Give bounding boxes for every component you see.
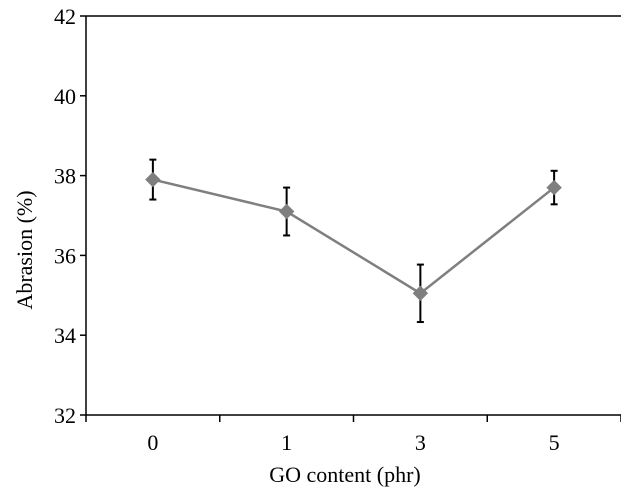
data-point xyxy=(145,171,161,188)
x-tick-label: 3 xyxy=(415,430,426,455)
x-tick-label: 1 xyxy=(281,430,292,455)
y-tick-label: 34 xyxy=(54,323,76,348)
x-axis-title: GO content (phr) xyxy=(269,462,421,487)
x-tick-label: 0 xyxy=(147,430,158,455)
x-ticks: 0 1 3 5 xyxy=(85,415,621,455)
y-tick-label: 38 xyxy=(54,164,76,189)
data-point xyxy=(412,285,429,302)
y-tick-label: 40 xyxy=(54,84,76,109)
y-tick-label: 32 xyxy=(54,403,76,428)
x-tick-label: 5 xyxy=(549,430,560,455)
y-tick-label: 42 xyxy=(54,4,76,29)
series xyxy=(145,158,562,324)
series-line xyxy=(152,178,555,295)
data-point xyxy=(546,179,562,196)
axes xyxy=(85,15,621,416)
y-axis-title: Abrasion (%) xyxy=(12,190,37,309)
y-tick-label: 36 xyxy=(54,243,76,268)
data-point xyxy=(278,203,295,220)
y-ticks: 32 34 36 38 40 42 xyxy=(54,4,86,428)
